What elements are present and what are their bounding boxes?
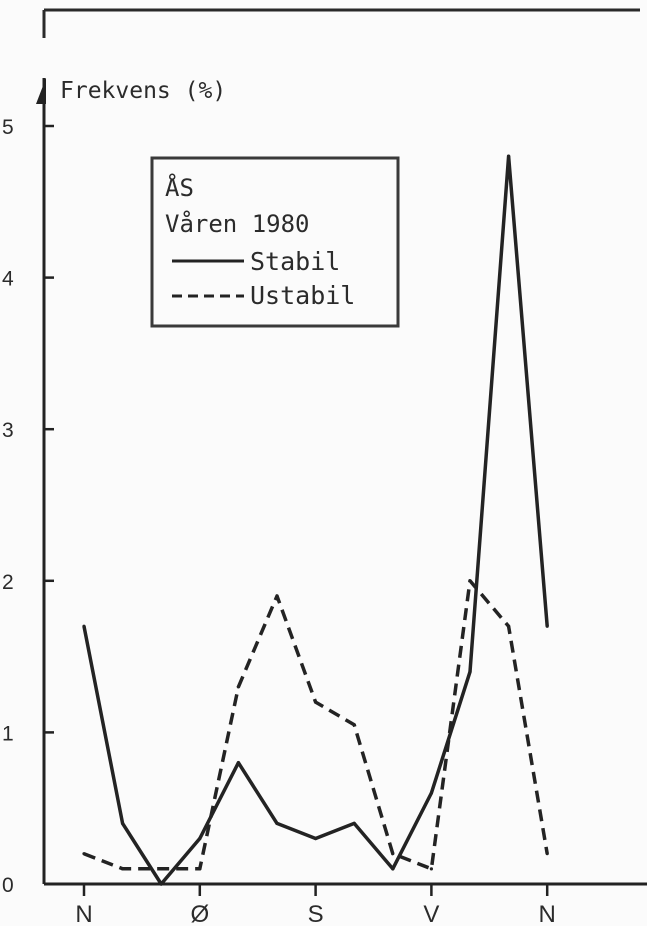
data-point-ustabil (198, 867, 202, 871)
y-tick-label: 0 (2, 874, 14, 897)
data-point-ustabil (121, 867, 125, 871)
data-point-stabil (545, 624, 549, 628)
x-tick-label: Ø (190, 901, 209, 926)
data-point-stabil (314, 836, 318, 841)
y-tick-label: 2 (2, 571, 14, 594)
data-point-ustabil (82, 852, 86, 856)
data-point-stabil (352, 821, 356, 825)
y-axis-label: Frekvens (%) (60, 78, 226, 104)
y-tick-label: 4 (2, 268, 14, 291)
data-point-ustabil (507, 624, 511, 628)
y-axis-arrow-icon (36, 78, 46, 104)
y-ticks: 0 1 2 3 4 5 (2, 116, 54, 897)
data-point-stabil (507, 154, 511, 158)
data-point-stabil (275, 821, 279, 825)
data-point-ustabil (391, 852, 395, 856)
data-point-ustabil (545, 852, 549, 856)
data-point-ustabil (429, 867, 433, 871)
data-point-stabil (82, 624, 86, 628)
data-point-ustabil (159, 867, 163, 871)
x-tick-label: N (539, 901, 556, 926)
data-point-stabil (391, 867, 395, 871)
x-tick-label: S (308, 901, 324, 926)
series-lines (82, 154, 549, 886)
x-tick-label: N (75, 901, 92, 926)
y-tick-label: 3 (2, 419, 14, 442)
data-point-stabil (468, 670, 472, 674)
legend-box (150, 156, 400, 328)
legend-title-line-2: Våren 1980 (165, 209, 310, 238)
data-point-stabil (429, 791, 433, 795)
data-point-ustabil (468, 579, 472, 583)
data-point-stabil (121, 821, 125, 825)
data-point-stabil (198, 836, 202, 841)
legend-entry-ustabil: Ustabil (250, 281, 355, 310)
data-point-stabil (236, 761, 240, 765)
data-point-stabil (159, 882, 163, 886)
data-point-ustabil (236, 685, 240, 689)
x-tick-label: V (423, 901, 439, 926)
series-line-ustabil (83, 579, 549, 871)
data-point-ustabil (314, 700, 318, 704)
legend-title-line-1: ÅS (165, 173, 194, 202)
y-tick-label: 1 (2, 722, 14, 745)
data-point-ustabil (275, 594, 279, 598)
legend: ÅS Våren 1980 Stabil Ustabil (150, 156, 400, 328)
data-point-ustabil (352, 723, 356, 727)
legend-entry-stabil: Stabil (250, 247, 340, 276)
y-tick-label: 5 (2, 116, 14, 139)
